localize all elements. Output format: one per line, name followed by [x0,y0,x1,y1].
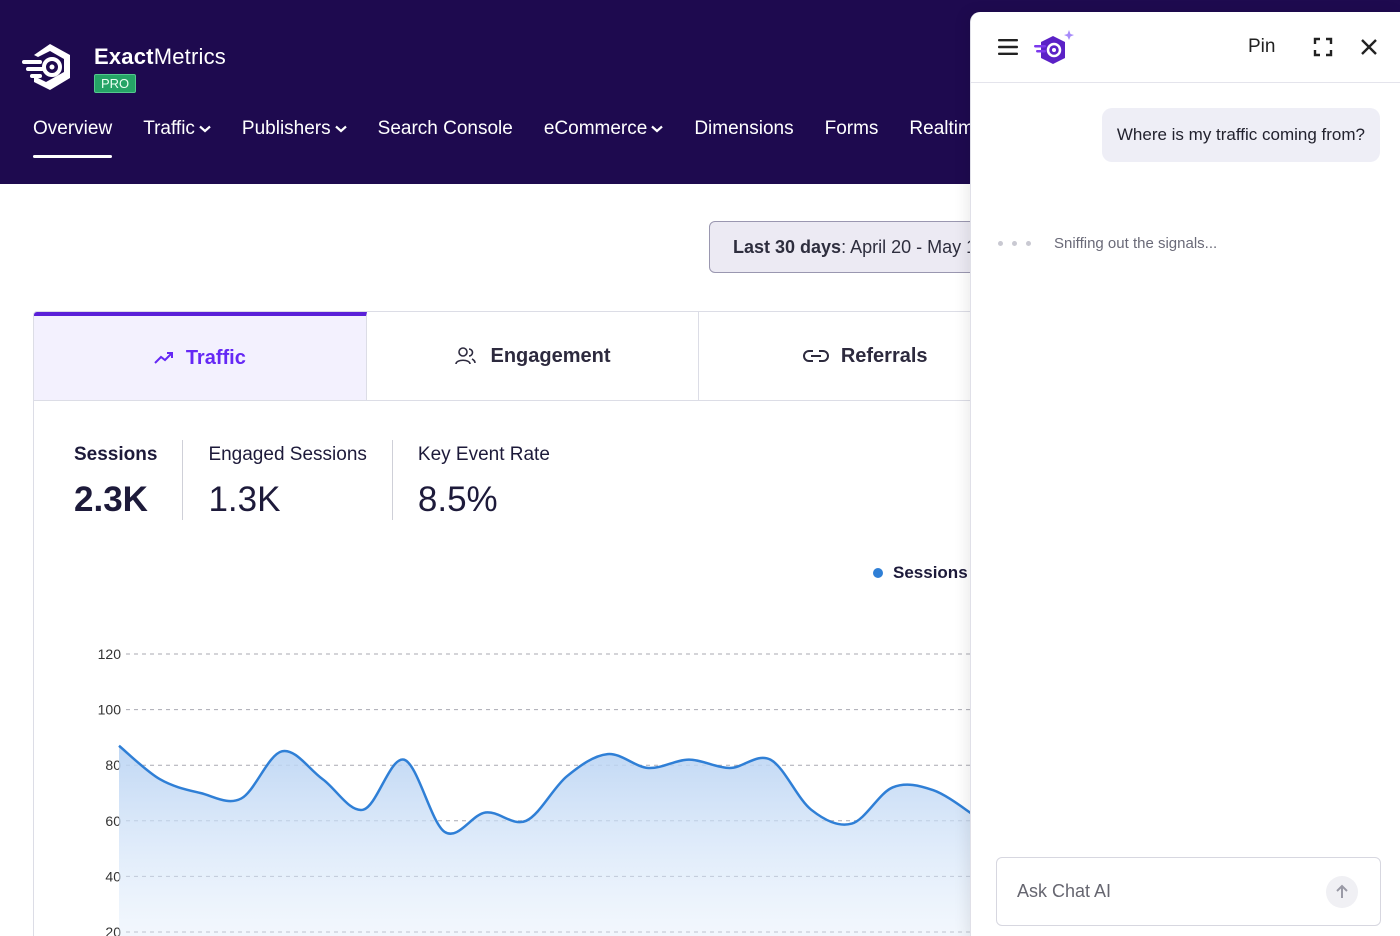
metrics-row: Sessions 2.3K Engaged Sessions 1.3K Key … [34,440,575,520]
send-button[interactable] [1326,876,1358,908]
nav-forms[interactable]: Forms [824,118,879,139]
chevron-down-icon [199,125,211,133]
nav-overview[interactable]: Overview [33,116,113,158]
tab-engagement[interactable]: Engagement [367,312,700,400]
metric-key-event-rate[interactable]: Key Event Rate 8.5% [393,440,575,520]
nav-search-console[interactable]: Search Console [377,118,513,139]
chat-input-placeholder: Ask Chat AI [1017,881,1112,901]
brand-name: ExactMetrics [94,44,227,69]
exactmetrics-logo[interactable]: ExactMetrics PRO [20,40,226,96]
link-icon [802,350,829,362]
expand-icon[interactable] [1313,37,1333,57]
sessions-area [119,745,974,936]
nav-publishers[interactable]: Publishers [242,116,347,142]
close-icon[interactable] [1359,37,1379,57]
sessions-chart: 120 100 80 60 40 20 [98,646,1032,936]
nav-traffic[interactable]: Traffic [143,116,211,142]
metric-value: 2.3K [74,480,148,519]
legend-label: Sessions [893,563,968,582]
pro-badge: PRO [94,74,137,93]
chat-header: Pin [971,12,1400,83]
chevron-down-icon [651,125,664,133]
y-tick-label: 60 [105,813,121,829]
y-tick-label: 120 [98,646,122,662]
nav-ecommerce[interactable]: eCommerce [544,116,664,142]
date-range-label: Last 30 days [733,236,842,257]
metric-sessions[interactable]: Sessions 2.3K [34,440,184,520]
metric-label: Key Event Rate [417,444,550,465]
metric-value: 1.3K [208,480,281,519]
legend-dot [873,568,883,578]
chat-input[interactable]: Ask Chat AI [996,857,1381,926]
chart-legend[interactable]: Sessions [873,563,968,583]
users-icon [455,347,477,365]
pin-button[interactable]: Pin [1248,36,1276,57]
y-tick-label: 20 [105,924,121,936]
metric-label: Sessions [74,444,158,465]
metric-value: 8.5% [417,480,498,519]
y-tick-label: 80 [105,757,121,773]
nav-dimensions[interactable]: Dimensions [694,118,794,139]
y-tick-label: 40 [105,868,121,884]
report-tabs: Traffic Engagement Referrals [34,312,1032,401]
thinking-status: Sniffing out the signals... [1054,235,1218,252]
metric-engaged-sessions[interactable]: Engaged Sessions 1.3K [183,440,393,520]
trending-up-icon [154,352,173,364]
overview-card: Traffic Engagement Referrals Sessions 2.… [33,311,1033,936]
chat-ai-panel: Pin Where is my traffic coming from? Sni… [970,12,1400,936]
metric-label: Engaged Sessions [208,444,367,465]
chat-ai-logo-icon [1034,30,1074,64]
chevron-down-icon [334,125,347,133]
tab-traffic[interactable]: Traffic [34,312,367,400]
typing-dots-icon [998,241,1040,246]
y-tick-label: 100 [98,702,122,718]
nav-realtime[interactable]: Realtime [909,118,985,139]
date-range-button[interactable]: Last 30 days: April 20 - May 1 [709,221,1009,273]
sessions-line [118,744,975,835]
main-nav: Overview Traffic Publishers Search Conso… [33,116,1015,158]
date-range-value: : April 20 - May 1 [841,236,977,257]
arrow-up-icon [1336,884,1348,898]
thinking-indicator: Sniffing out the signals... [998,235,1217,252]
exactmetrics-logo-icon [22,44,70,90]
menu-icon[interactable] [998,38,1018,56]
user-message-bubble: Where is my traffic coming from? [1101,108,1380,162]
